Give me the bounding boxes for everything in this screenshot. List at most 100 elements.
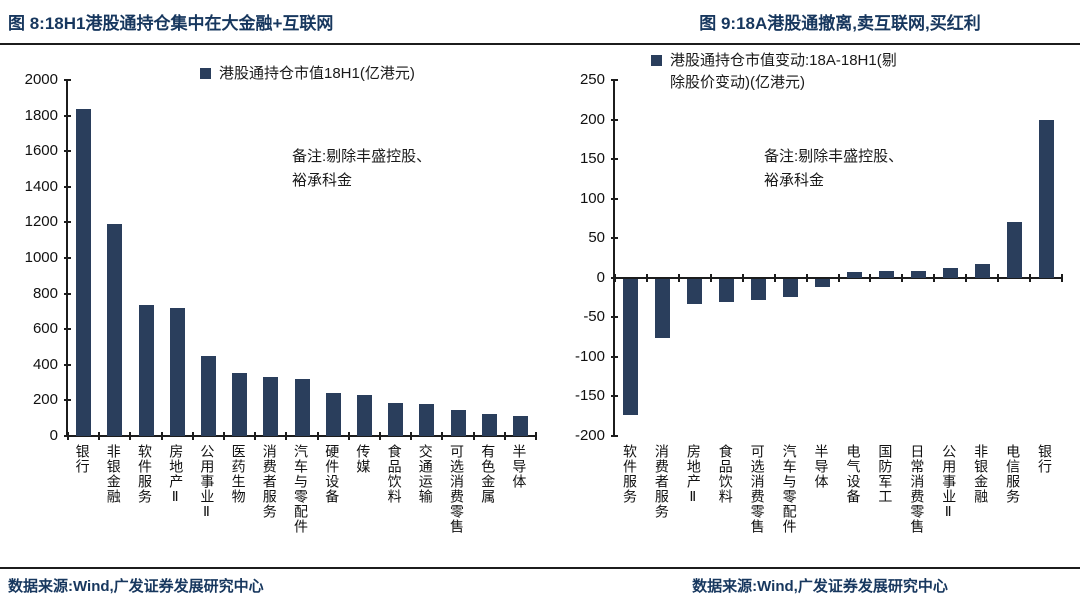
y-tick-label: 100 <box>579 189 605 207</box>
x-axis-tick <box>1029 273 1032 282</box>
figure9-note-line: 备注:剔除丰盛控股、 <box>764 148 904 165</box>
x-category-label: 消费者服务 <box>653 444 670 519</box>
x-category-label: 公用事业Ⅱ <box>199 444 216 521</box>
bar <box>751 278 767 301</box>
x-axis-tick <box>316 432 319 440</box>
x-axis-tick <box>965 273 968 282</box>
bar <box>942 268 958 278</box>
x-category-label: 电信服务 <box>1005 444 1022 504</box>
figure9-note: 备注:剔除丰盛控股、 裕承科金 <box>764 145 903 193</box>
x-axis-tick <box>347 432 350 440</box>
y-axis-tick <box>611 316 618 319</box>
bar <box>138 305 154 436</box>
x-category-label: 汽车与零配件 <box>293 444 309 534</box>
y-axis-tick <box>64 79 71 81</box>
x-axis-tick <box>837 273 840 282</box>
y-axis-tick <box>611 435 618 437</box>
bar <box>974 264 990 278</box>
figure9-title: 图 9:18A港股通撤离,卖互联网,买红利 <box>699 14 981 33</box>
bottom-divider-line <box>0 567 1080 569</box>
x-axis-tick <box>503 432 506 440</box>
x-category-label: 半导体 <box>511 444 528 489</box>
x-category-label: 房地产Ⅱ <box>168 444 185 506</box>
y-tick-label: 150 <box>579 150 605 168</box>
bar <box>815 278 831 287</box>
figure9-legend-text: 港股通持仓市值变动:18A-18H1(剔 除股价变动)(亿港元) <box>670 50 897 94</box>
x-category-label: 银行 <box>74 444 91 474</box>
y-tick-label: 200 <box>32 391 58 409</box>
y-tick-label: 1200 <box>24 213 58 231</box>
y-axis-tick <box>611 355 618 358</box>
bar <box>846 272 862 278</box>
figure8-note-line: 裕承科金 <box>292 172 353 189</box>
figure8-note: 备注:剔除丰盛控股、 裕承科金 <box>292 145 431 193</box>
y-axis-tick <box>64 328 71 331</box>
bar <box>169 307 185 436</box>
bar <box>419 403 435 436</box>
y-axis-tick <box>64 257 71 259</box>
y-axis-tick <box>64 399 71 402</box>
y-tick-label: -150 <box>574 387 605 405</box>
x-category-label: 公用事业Ⅱ <box>941 444 958 521</box>
x-category-label: 食品饮料 <box>717 444 734 504</box>
figure9-source: 数据来源:Wind,广发证券发展研究中心 <box>692 578 948 595</box>
bar <box>512 415 528 436</box>
x-axis-tick <box>1061 273 1063 282</box>
x-axis-tick <box>709 273 712 282</box>
x-axis-tick <box>98 432 101 440</box>
x-axis-tick <box>441 432 444 440</box>
y-tick-label: 1800 <box>24 106 58 124</box>
y-tick-label: 250 <box>579 71 605 88</box>
bar <box>687 278 703 305</box>
x-category-label: 银行 <box>1037 444 1054 474</box>
x-axis-tick <box>677 273 680 282</box>
bar <box>325 392 341 436</box>
y-tick-label: 0 <box>596 268 605 286</box>
bar <box>783 278 799 297</box>
bar <box>294 378 310 436</box>
figure9-legend: 港股通持仓市值变动:18A-18H1(剔 除股价变动)(亿港元) <box>651 50 981 94</box>
x-category-label: 食品饮料 <box>386 444 403 504</box>
x-category-label: 消费者服务 <box>261 444 278 519</box>
y-tick-label: 1600 <box>24 142 58 160</box>
top-divider-line <box>0 43 1080 45</box>
x-category-label: 非银金融 <box>973 444 990 504</box>
x-axis-tick <box>191 432 194 440</box>
y-axis-line <box>613 79 615 437</box>
figure9-note-line: 裕承科金 <box>764 172 825 189</box>
y-axis-tick <box>611 237 618 240</box>
x-axis-tick <box>472 432 475 440</box>
figure8-title: 图 8:18H1港股通持仓集中在大金融+互联网 <box>8 14 334 33</box>
x-category-label: 交通运输 <box>417 444 434 504</box>
x-category-label: 国防军工 <box>877 444 894 504</box>
x-axis-tick <box>223 432 225 440</box>
y-axis-tick <box>64 292 71 295</box>
x-category-label: 传媒 <box>355 444 372 474</box>
bar <box>1038 119 1054 278</box>
y-axis-tick <box>64 114 71 117</box>
figure8-legend-swatch <box>200 68 211 79</box>
x-category-label: 房地产Ⅱ <box>685 444 702 506</box>
x-category-label: 软件服务 <box>621 444 638 504</box>
x-category-label: 可选消费零售 <box>449 444 465 534</box>
x-axis-tick <box>535 432 537 440</box>
figure8-note-line: 备注:剔除丰盛控股、 <box>292 148 432 165</box>
x-axis-tick <box>410 432 413 440</box>
y-axis-tick <box>64 185 71 188</box>
x-axis-tick <box>129 432 132 440</box>
y-tick-label: 800 <box>32 284 58 302</box>
x-category-label: 可选消费零售 <box>749 444 766 534</box>
bar <box>481 413 497 436</box>
x-category-label: 硬件设备 <box>324 444 341 504</box>
x-axis-tick <box>997 273 1000 282</box>
x-axis-tick <box>645 273 648 282</box>
x-category-label: 半导体 <box>813 444 830 489</box>
bar <box>910 270 926 278</box>
figure8-source: 数据来源:Wind,广发证券发展研究中心 <box>8 578 264 595</box>
x-axis-tick <box>379 432 381 440</box>
y-tick-label: 400 <box>32 355 58 373</box>
x-category-label: 日常消费零售 <box>909 444 926 534</box>
figure8-legend: 港股通持仓市值18H1(亿港元) <box>200 63 415 85</box>
y-tick-label: -100 <box>574 347 605 365</box>
y-tick-label: 0 <box>49 427 58 444</box>
